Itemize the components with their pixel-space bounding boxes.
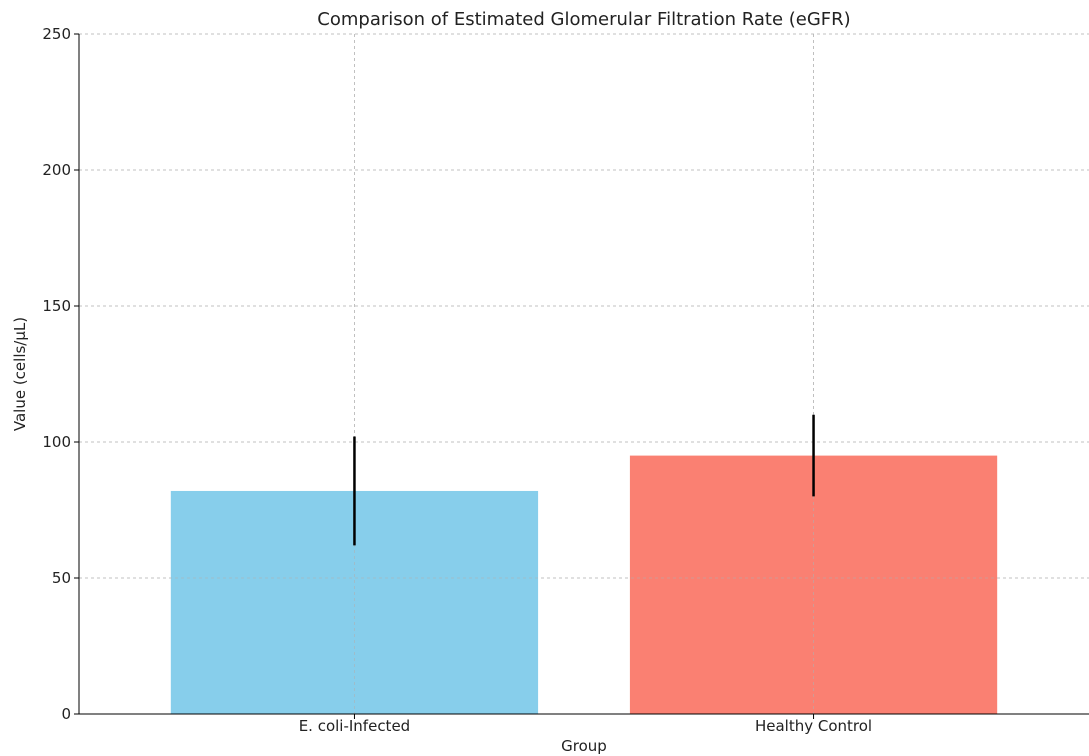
y-tick-label: 100 [42, 433, 71, 451]
y-tick-label: 0 [61, 705, 71, 723]
y-ticks: 0 50 100 150 200 250 [42, 25, 79, 723]
y-tick-label: 200 [42, 161, 71, 179]
x-ticks: E. coli-Infected Healthy Control [299, 714, 872, 735]
x-tick-label: E. coli-Infected [299, 717, 411, 735]
bars [79, 33, 1089, 715]
x-tick-label: Healthy Control [755, 717, 872, 735]
y-axis-title: Value (cells/μL) [11, 317, 29, 431]
y-tick-label: 250 [42, 25, 71, 43]
chart-title: Comparison of Estimated Glomerular Filtr… [317, 9, 850, 30]
y-tick-label: 150 [42, 297, 71, 315]
x-axis-title: Group [561, 737, 607, 755]
error-bars [353, 414, 815, 546]
y-tick-label: 50 [52, 569, 71, 587]
axes [78, 34, 1089, 715]
